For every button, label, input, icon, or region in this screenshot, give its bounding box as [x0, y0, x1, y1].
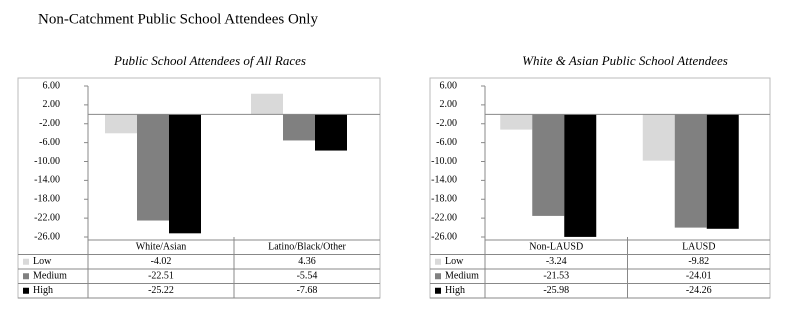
bar	[169, 114, 201, 234]
bar	[642, 114, 675, 161]
y-tick-label: -26.00	[34, 231, 60, 242]
table-value: -25.22	[148, 285, 174, 296]
y-tick-label: -26.00	[431, 231, 457, 242]
y-tick-label: 2.00	[440, 99, 458, 110]
y-tick-label: 6.00	[440, 80, 458, 91]
category-label: LAUSD	[682, 242, 715, 253]
table-value: -24.01	[686, 271, 712, 282]
legend-label: Medium	[33, 271, 67, 282]
bar	[251, 93, 283, 115]
table-value: -7.68	[297, 285, 318, 296]
legend-swatch	[23, 273, 29, 280]
y-tick-label: -22.00	[34, 212, 60, 223]
legend-swatch	[435, 287, 441, 294]
y-tick-label: -6.00	[436, 137, 457, 148]
y-tick-label: -6.00	[39, 137, 60, 148]
table-value: 4.36	[298, 256, 316, 267]
bar	[105, 114, 137, 134]
bar	[564, 114, 597, 237]
bar	[500, 114, 533, 130]
chart-title: White & Asian Public School Attendees	[522, 53, 728, 68]
table-value: -21.53	[543, 271, 569, 282]
table-value: -3.24	[546, 256, 567, 267]
chart-title: Public School Attendees of All Races	[113, 53, 306, 68]
table-value: -22.51	[148, 271, 174, 282]
y-tick-label: -2.00	[436, 118, 457, 129]
y-tick-label: -22.00	[431, 212, 457, 223]
table-value: -9.82	[688, 256, 709, 267]
legend-swatch	[23, 287, 29, 294]
page-title: Non-Catchment Public School Attendees On…	[38, 11, 318, 27]
y-tick-label: -18.00	[34, 194, 60, 205]
legend-label: Low	[33, 256, 52, 267]
bar	[283, 114, 315, 141]
table-value: -4.02	[151, 256, 172, 267]
legend-swatch	[435, 273, 441, 280]
legend-swatch	[435, 258, 441, 265]
legend-label: High	[33, 285, 53, 296]
category-label: Latino/Black/Other	[268, 242, 346, 253]
y-tick-label: -14.00	[34, 175, 60, 186]
table-value: -25.98	[543, 285, 569, 296]
table-value: -24.26	[686, 285, 712, 296]
bar	[315, 114, 347, 151]
y-tick-label: 6.00	[43, 80, 61, 91]
y-tick-label: -14.00	[431, 175, 457, 186]
y-tick-label: 2.00	[43, 99, 61, 110]
legend-label: Medium	[445, 271, 479, 282]
y-tick-label: -2.00	[39, 118, 60, 129]
legend-swatch	[23, 258, 29, 265]
bar	[706, 114, 739, 229]
bar	[532, 114, 565, 216]
category-label: Non-LAUSD	[529, 242, 583, 253]
category-label: White/Asian	[136, 242, 187, 253]
legend-label: Low	[445, 256, 464, 267]
table-value: -5.54	[297, 271, 318, 282]
bar	[674, 114, 707, 228]
y-tick-label: -10.00	[431, 156, 457, 167]
legend-label: High	[445, 285, 465, 296]
y-tick-label: -10.00	[34, 156, 60, 167]
y-tick-label: -18.00	[431, 194, 457, 205]
bar	[137, 114, 169, 221]
